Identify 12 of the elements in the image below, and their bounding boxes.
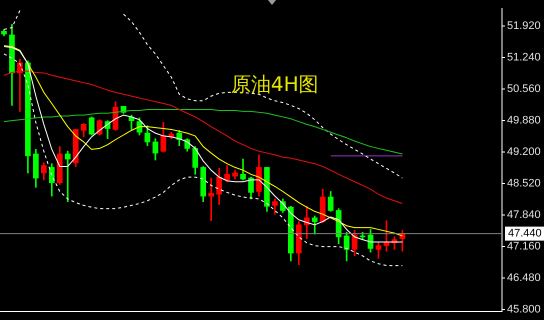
y-tick-label: 47.840	[507, 209, 541, 222]
y-tick-label: 51.920	[507, 20, 541, 32]
y-tick-label: 48.520	[507, 178, 541, 190]
annotation: 原油4H图	[230, 72, 319, 96]
y-tick-label: 50.560	[507, 83, 541, 96]
y-tick-label: 47.160	[507, 240, 541, 253]
ref-line-label: 47.440	[508, 228, 542, 240]
y-tick-label: 45.800	[507, 304, 541, 316]
y-tick-label: 51.240	[507, 52, 541, 64]
y-tick-label: 49.200	[507, 146, 541, 158]
y-tick-label: 49.880	[507, 114, 541, 127]
y-tick-label: 46.480	[507, 272, 541, 284]
